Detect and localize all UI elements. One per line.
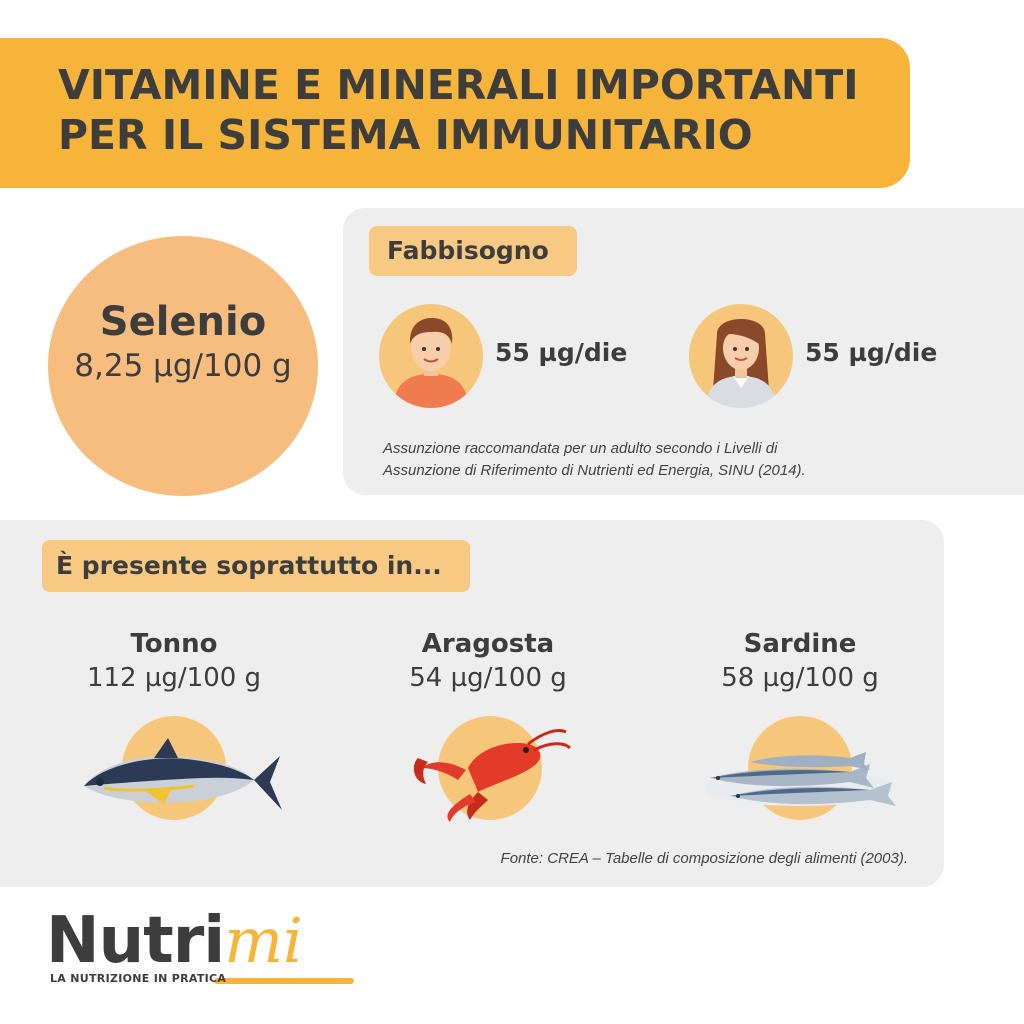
food-item-tuna: Tonno 112 µg/100 g <box>44 628 304 820</box>
logo-underline <box>214 978 354 984</box>
sardines-icon <box>670 708 930 828</box>
food-item-lobster: Aragosta 54 µg/100 g <box>358 628 618 822</box>
requirement-note-line2: Assunzione di Riferimento di Nutrienti e… <box>383 462 806 479</box>
woman-requirement-value: 55 µg/die <box>805 338 938 367</box>
food-name: Tonno <box>130 629 218 659</box>
man-requirement-value: 55 µg/die <box>495 338 628 367</box>
requirement-panel: Fabbisogno 55 µg/die 55 µg/die Assunzion… <box>343 208 1024 495</box>
foods-panel: È presente soprattutto in... Tonno 112 µ… <box>0 520 944 887</box>
food-name: Sardine <box>743 629 857 659</box>
food-amount: 112 µg/100 g <box>86 663 262 693</box>
requirement-note: Assunzione raccomandata per un adulto se… <box>383 438 983 482</box>
foods-tag: È presente soprattutto in... <box>42 540 470 592</box>
food-name: Aragosta <box>421 629 555 659</box>
lobster-icon <box>358 708 618 828</box>
logo-accent-text: mi <box>224 904 303 977</box>
title-banner: VITAMINE E MINERALI IMPORTANTI PER IL SI… <box>0 38 910 188</box>
mineral-amount: 8,25 µg/100 g <box>74 348 292 384</box>
page-title-line2: PER IL SISTEMA IMMUNITARIO <box>58 111 753 159</box>
page-title-line1: VITAMINE E MINERALI IMPORTANTI <box>58 61 859 109</box>
food-amount: 58 µg/100 g <box>721 663 879 693</box>
brand-logo: Nutrimi LA NUTRIZIONE IN PRATICA <box>46 906 354 986</box>
logo-wordmark: Nutrimi <box>46 906 303 993</box>
woman-icon <box>689 304 793 408</box>
foods-source: Fonte: CREA – Tabelle di composizione de… <box>500 850 908 867</box>
man-icon <box>379 304 483 408</box>
tuna-icon <box>44 708 304 828</box>
food-amount: 54 µg/100 g <box>409 663 567 693</box>
mineral-badge: Selenio 8,25 µg/100 g <box>48 236 318 496</box>
mineral-name: Selenio <box>99 299 267 345</box>
requirement-tag: Fabbisogno <box>369 226 577 276</box>
logo-main-text: Nutri <box>46 904 225 978</box>
logo-tagline: LA NUTRIZIONE IN PRATICA <box>50 972 227 985</box>
food-item-sardines: Sardine 58 µg/100 g <box>670 628 930 820</box>
requirement-note-line1: Assunzione raccomandata per un adulto se… <box>383 440 778 457</box>
